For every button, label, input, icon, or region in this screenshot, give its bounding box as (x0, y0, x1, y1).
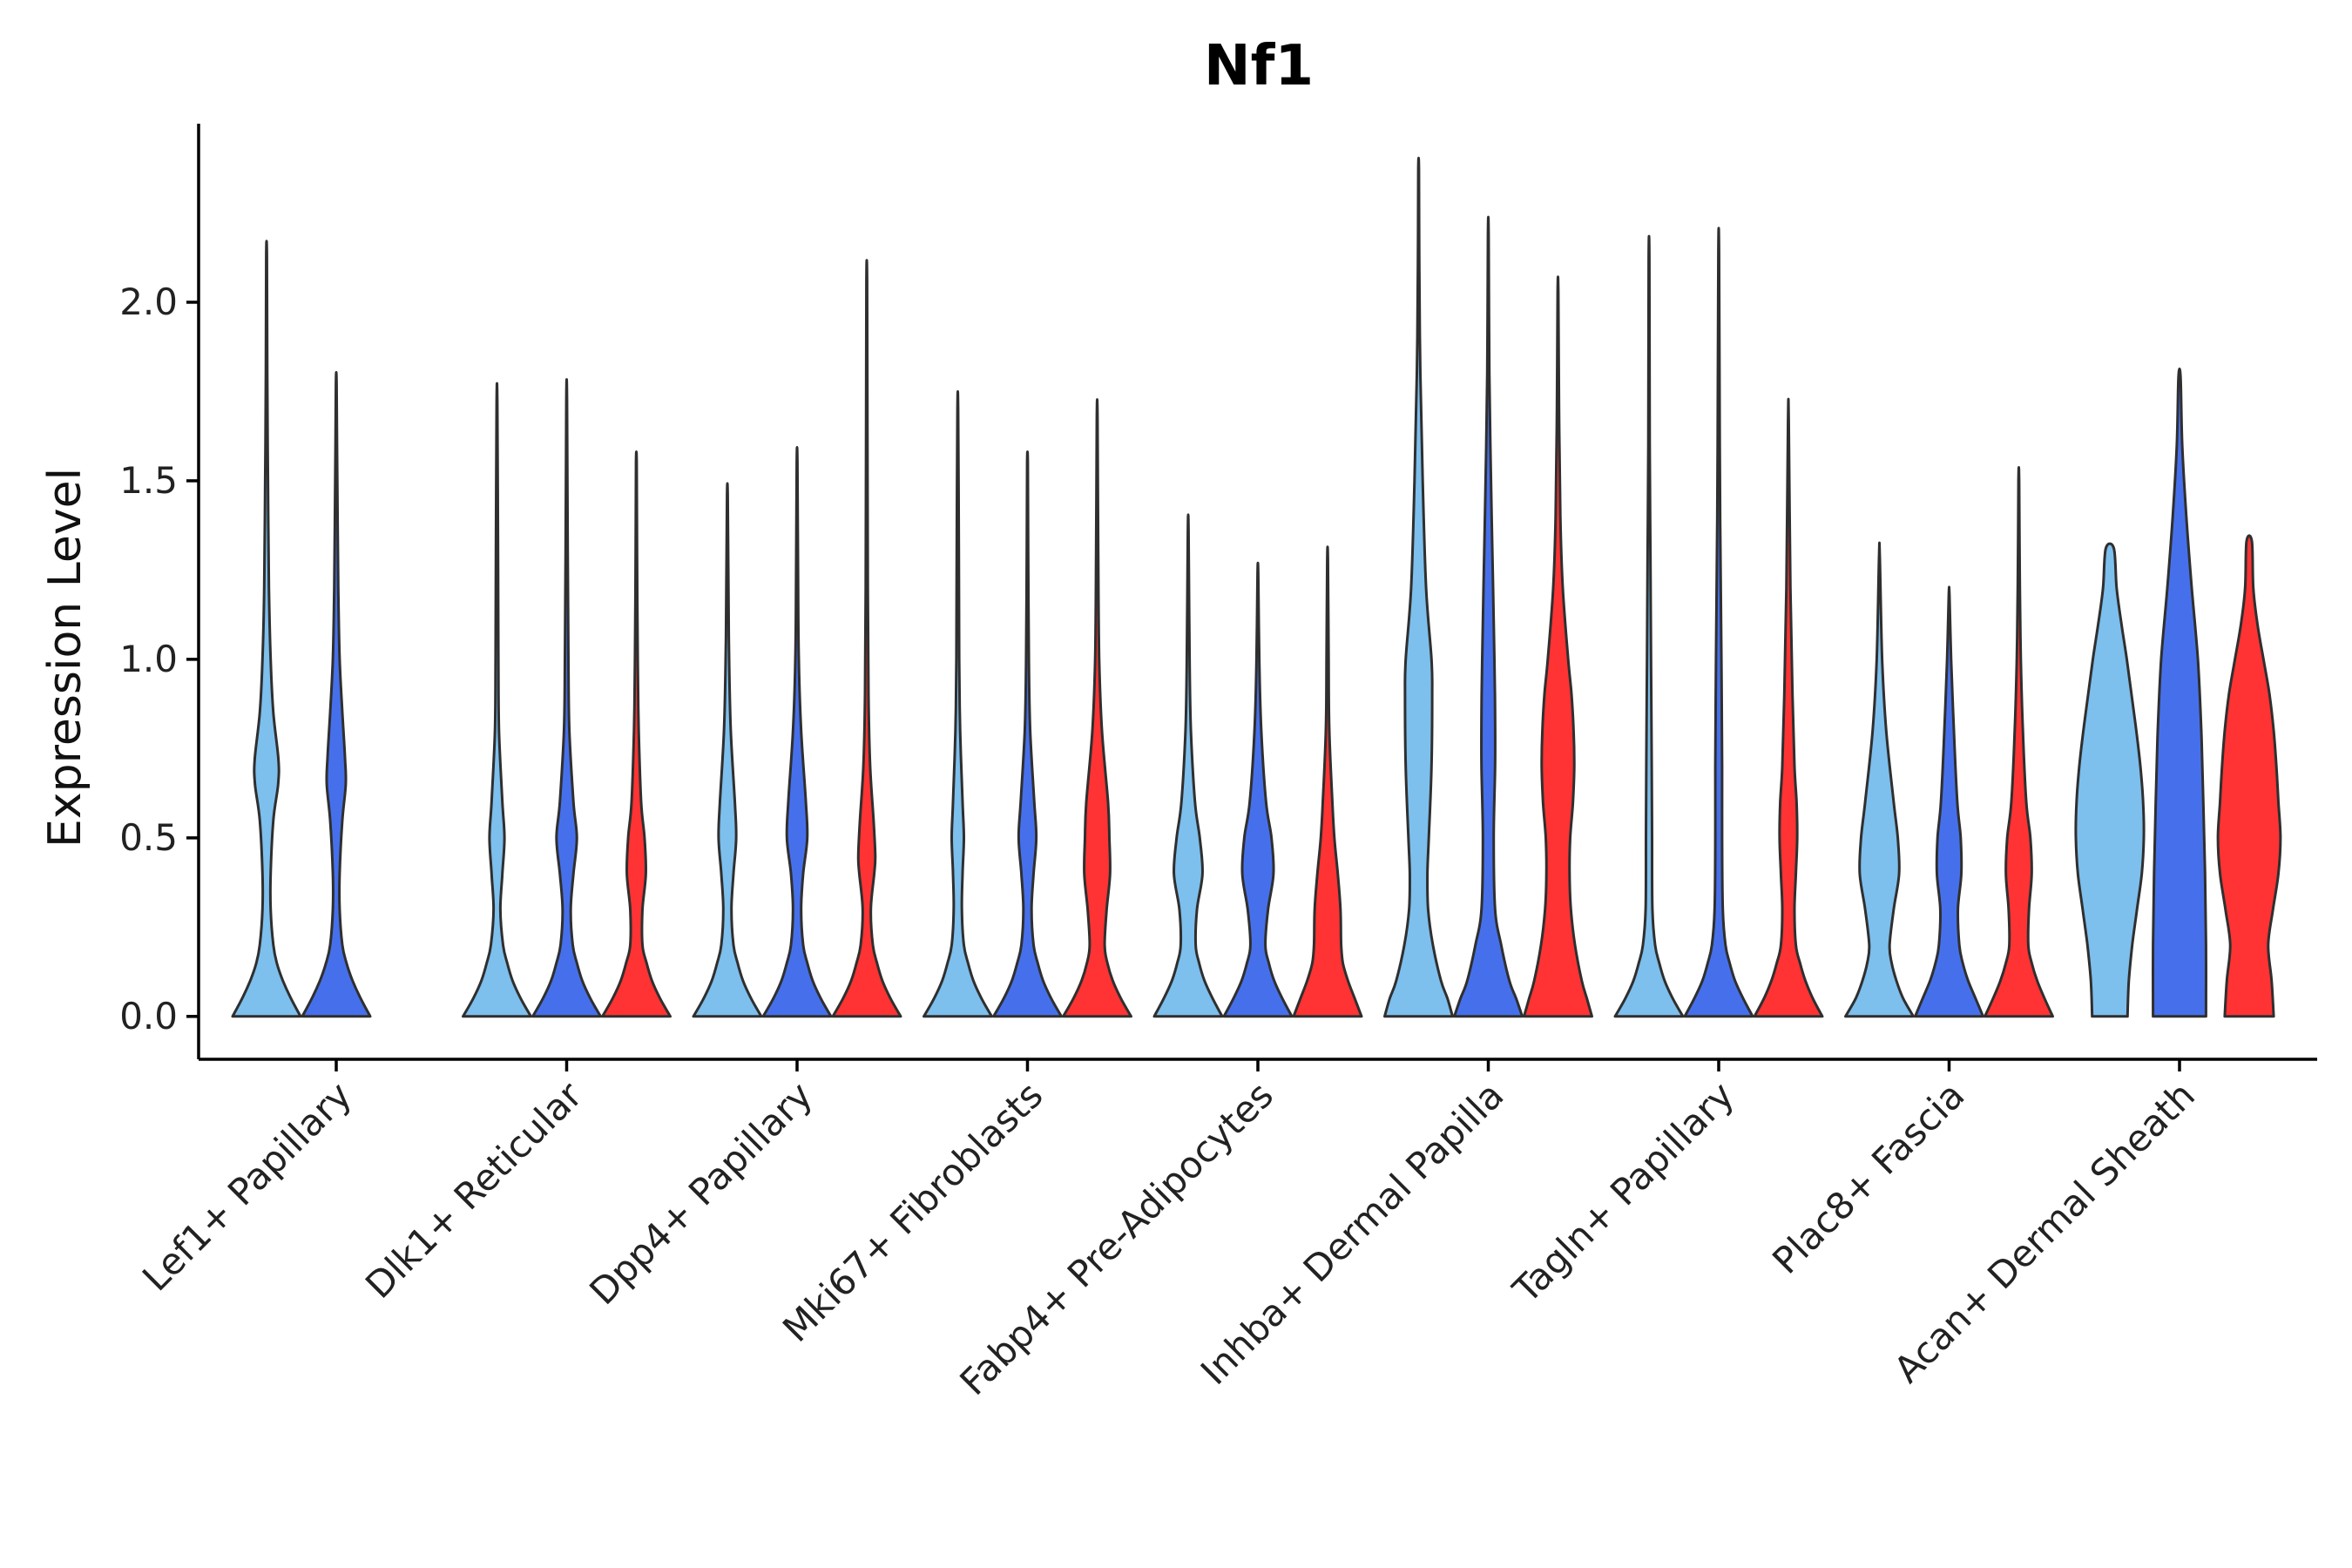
violin-6-series-1 (1383, 156, 1454, 1018)
y-tick-label: 1.0 (119, 638, 178, 680)
violin-5-series-3 (1292, 545, 1363, 1018)
violins-layer (231, 156, 2282, 1018)
violin-3-series-1 (692, 482, 763, 1018)
y-tick-label: 1.5 (119, 459, 178, 502)
violin-8-series-1 (1844, 541, 1915, 1018)
violin-5-series-2 (1222, 561, 1294, 1018)
violin-2-series-2 (531, 378, 602, 1018)
x-tick-label: Tagln+ Papillary (1504, 1073, 1742, 1311)
violin-4-series-3 (1062, 398, 1132, 1018)
violin-7-series-1 (1613, 234, 1685, 1018)
violin-2-series-3 (601, 450, 672, 1018)
violin-3-series-2 (761, 445, 833, 1018)
violin-4-series-1 (923, 389, 993, 1018)
violin-3-series-3 (831, 259, 902, 1018)
violin-6-series-3 (1523, 275, 1593, 1018)
violin-4-series-2 (992, 450, 1063, 1018)
violin-7-series-2 (1683, 226, 1754, 1018)
y-tick-label: 0.0 (119, 995, 178, 1037)
x-tick-label: Lef1+ Papillary (134, 1073, 360, 1299)
violin-8-series-3 (1984, 466, 2054, 1018)
violin-9-series-1 (2074, 542, 2146, 1018)
violin-9-series-2 (2152, 367, 2207, 1018)
violin-9-series-3 (2216, 534, 2282, 1018)
x-tick-label: Mki67+ Fibroblasts (774, 1073, 1051, 1349)
y-tick-label: 0.5 (119, 816, 178, 859)
violin-2-series-1 (462, 382, 532, 1018)
y-axis-label: Expression Level (39, 468, 91, 848)
violin-7-series-3 (1753, 397, 1824, 1018)
violin-1-series-2 (301, 370, 372, 1018)
violin-5-series-1 (1152, 513, 1224, 1018)
x-tick-label: Plac8+ Fascia (1764, 1073, 1972, 1281)
chart-title: Nf1 (1204, 34, 1314, 98)
violin-1-series-1 (231, 240, 302, 1018)
y-tick-label: 2.0 (119, 280, 178, 323)
x-tick-label: Dpp4+ Papillary (581, 1073, 821, 1313)
violin-8-series-2 (1914, 585, 1984, 1018)
x-tick-label: Dlk1+ Reticular (357, 1073, 591, 1307)
violin-6-series-2 (1453, 215, 1524, 1018)
